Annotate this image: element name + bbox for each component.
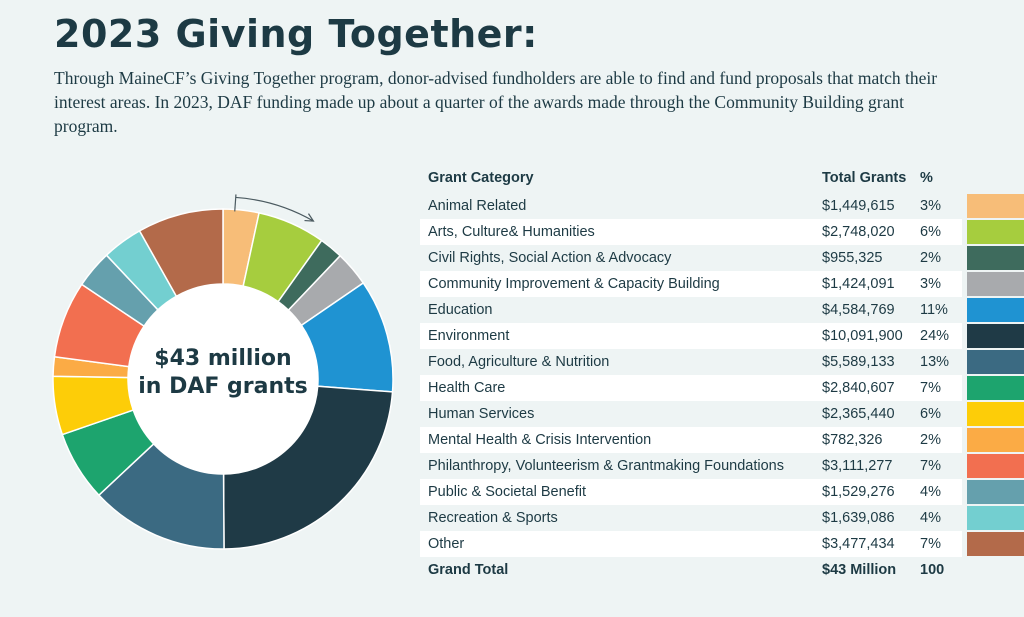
header-total: Total Grants [822, 170, 907, 186]
row-category: Human Services [428, 406, 535, 422]
legend-swatch [967, 532, 1024, 556]
row-pct: 7% [920, 536, 941, 552]
row-pct: 11% [920, 302, 948, 318]
grand-total-row: Grand Total $43 Million 100 [420, 557, 1024, 583]
row-total: $782,326 [822, 432, 883, 448]
row-pct: 4% [920, 510, 941, 526]
row-pct: 7% [920, 458, 941, 474]
legend-swatch [967, 480, 1024, 504]
row-total: $10,091,900 [822, 328, 903, 344]
row-category: Philanthropy, Volunteerism & Grantmaking… [428, 458, 784, 474]
center-label-amount: $43 million [154, 346, 292, 371]
table-row: Arts, Culture& Humanities $2,748,020 6% [420, 219, 1024, 245]
row-pct: 24% [920, 328, 950, 344]
legend-swatch [967, 454, 1024, 478]
row-total: $1,639,086 [822, 510, 895, 526]
row-total: $3,111,277 [822, 458, 893, 474]
table-row: Philanthropy, Volunteerism & Grantmaking… [420, 453, 1024, 479]
row-total: $5,589,133 [822, 354, 895, 370]
table-row: Civil Rights, Social Action & Advocacy $9… [420, 245, 1024, 271]
table-header: Grant Category Total Grants % [420, 165, 1024, 193]
center-label-caption: in DAF grants [138, 374, 308, 399]
row-total: $1,529,276 [822, 484, 895, 500]
legend-swatch [967, 194, 1024, 218]
arrow-head-icon [304, 213, 315, 222]
table-row: Animal Related $1,449,615 3% [420, 193, 1024, 219]
row-category: Mental Health & Crisis Intervention [428, 432, 652, 448]
row-category: Health Care [428, 380, 506, 396]
legend-swatch [967, 428, 1024, 452]
legend-swatch [967, 298, 1024, 322]
row-category: Education [428, 302, 493, 318]
table-row: Recreation & Sports $1,639,086 4% [420, 505, 1024, 531]
row-total: $2,840,607 [822, 380, 895, 396]
header-pct: % [920, 170, 933, 186]
row-pct: 2% [920, 432, 941, 448]
row-total: $4,584,769 [822, 302, 895, 318]
table-row: Other $3,477,434 7% [420, 531, 1024, 557]
table-row: Food, Agriculture & Nutrition $5,589,133 1… [420, 349, 1024, 375]
row-category: Civil Rights, Social Action & Advocacy [428, 250, 672, 266]
table-row: Public & Societal Benefit $1,529,276 4% [420, 479, 1024, 505]
total-pct: 100 [920, 562, 945, 578]
donut-hole [128, 284, 318, 474]
row-pct: 13% [920, 354, 950, 370]
row-category: Environment [428, 328, 510, 344]
legend-swatch [967, 350, 1024, 374]
donut-chart [52, 194, 394, 550]
table-row: Mental Health & Crisis Intervention $782,… [420, 427, 1024, 453]
row-pct: 6% [920, 406, 941, 422]
intro-paragraph: Through MaineCF’s Giving Together progra… [54, 68, 938, 136]
row-category: Other [428, 536, 465, 552]
clockwise-arrow [235, 196, 314, 222]
row-total: $1,449,615 [822, 198, 895, 214]
row-category: Public & Societal Benefit [428, 484, 586, 500]
legend-swatch [967, 220, 1024, 244]
row-pct: 4% [920, 484, 941, 500]
row-total: $2,365,440 [822, 406, 895, 422]
row-total: $1,424,091 [822, 276, 895, 292]
table-row: Community Improvement & Capacity Buildin… [420, 271, 1024, 297]
total-amount: $43 Million [822, 562, 897, 578]
donut-center-label: $43 million in DAF grants [128, 345, 318, 401]
row-total: $2,748,020 [822, 224, 895, 240]
row-category: Animal Related [428, 198, 527, 214]
table-row: Education $4,584,769 11% [420, 297, 1024, 323]
row-pct: 3% [920, 276, 941, 292]
row-pct: 2% [920, 250, 941, 266]
row-category: Recreation & Sports [428, 510, 558, 526]
legend-swatch [967, 272, 1024, 296]
row-total: $955,325 [822, 250, 883, 266]
legend-swatch [967, 376, 1024, 400]
header-category: Grant Category [428, 170, 534, 186]
row-category: Community Improvement & Capacity Buildin… [428, 276, 720, 292]
page-title: 2023 Giving Together: [54, 12, 538, 56]
row-pct: 6% [920, 224, 941, 240]
legend-swatch [967, 246, 1024, 270]
table-row: Human Services $2,365,440 6% [420, 401, 1024, 427]
table-row: Environment $10,091,900 24% [420, 323, 1024, 349]
total-label: Grand Total [428, 562, 509, 578]
arrow-start-tick [234, 194, 237, 212]
row-category: Arts, Culture& Humanities [428, 224, 595, 240]
legend-swatch [967, 506, 1024, 530]
legend-swatch [967, 402, 1024, 426]
table-row: Health Care $2,840,607 7% [420, 375, 1024, 401]
row-category: Food, Agriculture & Nutrition [428, 354, 610, 370]
row-total: $3,477,434 [822, 536, 895, 552]
legend-swatch [967, 324, 1024, 348]
row-pct: 7% [920, 380, 941, 396]
row-pct: 3% [920, 198, 941, 214]
grant-table: Grant Category Total Grants % Animal Rel… [420, 165, 1024, 583]
